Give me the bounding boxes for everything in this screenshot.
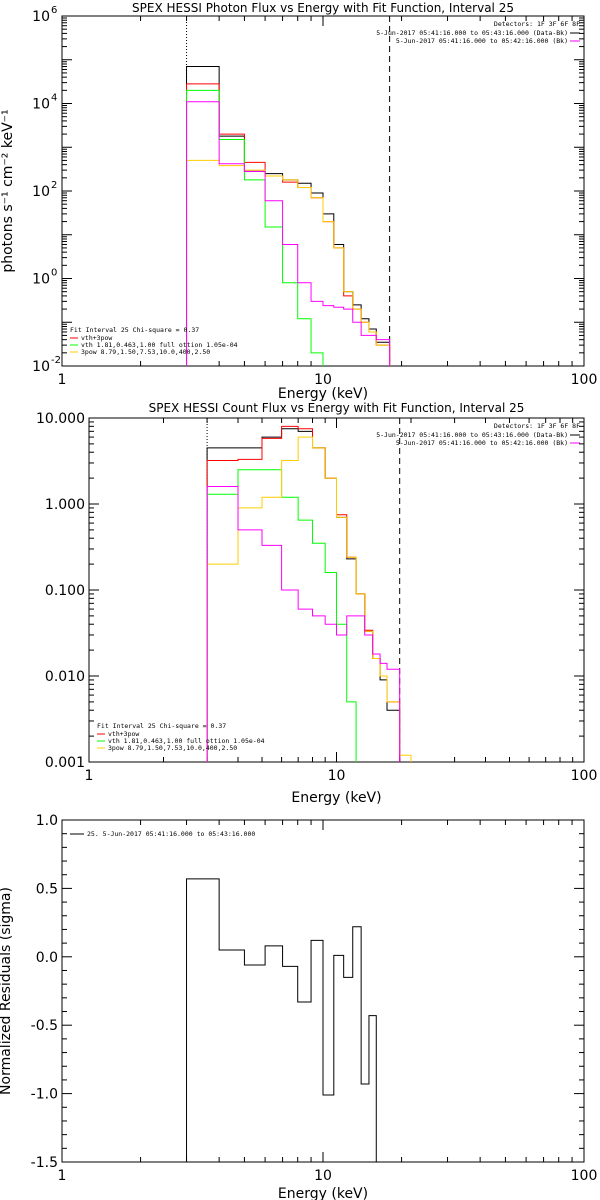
chart-title: SPEX HESSI Photon Flux vs Energy with Fi…	[132, 1, 514, 15]
x-tick-label: 10	[314, 372, 332, 388]
y-tick-exponent: 4	[51, 93, 57, 104]
y-tick-label: 0.010	[45, 669, 85, 685]
x-tick-label: 100	[571, 768, 598, 784]
x-axis-label: Energy (keV)	[278, 1186, 368, 1200]
legend-entry: 25. 5-Jun-2017 05:41:16.000 to 05:43:16.…	[87, 830, 255, 838]
y-tick-exponent: 2	[51, 180, 57, 191]
chart-title: SPEX HESSI Count Flux vs Energy with Fit…	[149, 401, 525, 415]
x-axis-label: Energy (keV)	[291, 790, 381, 806]
legend-entry: 3pow 8.79,1.50,7.53,10.0,400,2.50	[81, 348, 210, 356]
x-tick-label: 100	[571, 372, 598, 388]
y-tick-exponent: 6	[51, 5, 57, 16]
y-tick-label: -1.5	[31, 1155, 58, 1171]
y-tick-label: 10	[32, 184, 50, 200]
legend-entry: 3pow 8.79,1.50,7.53,10.0,400,2.50	[108, 744, 237, 752]
x-tick-label: 1	[85, 768, 94, 784]
y-tick-label: 10.000	[36, 411, 85, 427]
y-tick-label: 0.5	[36, 881, 58, 897]
fit-legend-header: Fit Interval 25 Chi-square = 0.37	[70, 326, 199, 334]
series-bk-line	[206, 485, 401, 762]
y-tick-label: 10	[32, 97, 50, 113]
residuals-panel: Energy (keV) Normalized Residuals (sigma)…	[0, 813, 597, 1200]
legend-entry: vth 1.81,0.463,1.00 full ottion 1.05e-04	[108, 737, 265, 745]
y-axis-label: Normalized Residuals (sigma)	[0, 887, 14, 1095]
y-tick-label: 0.100	[45, 583, 85, 599]
x-tick-label: 100	[571, 1168, 598, 1184]
legend-entry: 5-Jun-2017 05:41:16.000 to 05:43:16.000 …	[376, 431, 568, 439]
y-axis-label: photons s⁻¹ cm⁻² keV⁻¹	[0, 109, 16, 272]
detectors-label: Detectors: 1F 3F 6F 8F	[494, 20, 580, 28]
legend-entry: 5-Jun-2017 05:41:16.000 to 05:42:16.000 …	[396, 439, 568, 447]
legend-entry: vth+3pow	[108, 730, 139, 738]
y-tick-label: 0.0	[36, 950, 58, 966]
y-tick-exponent: 0	[51, 268, 57, 279]
x-tick-label: 1	[58, 1168, 67, 1184]
y-tick-label: -0.5	[31, 1018, 58, 1034]
y-tick-label: 10	[32, 359, 50, 375]
series-bk-line	[186, 101, 391, 366]
y-tick-label: -1.0	[31, 1087, 58, 1103]
x-axis-label: Energy (keV)	[278, 386, 368, 402]
y-tick-label: 10	[32, 9, 50, 25]
series-3pow-line	[186, 159, 391, 366]
y-tick-label: 1.0	[36, 813, 58, 829]
x-tick-label: 1	[58, 372, 67, 388]
series-vth-line	[186, 89, 324, 366]
series-3pow-line	[206, 436, 412, 762]
detectors-label: Detectors: 1F 3F 6F 8F	[494, 422, 580, 430]
y-tick-exponent: -2	[51, 355, 61, 366]
y-tick-label: 10	[32, 272, 50, 288]
legend-entry: 5-Jun-2017 05:41:16.000 to 05:43:16.000 …	[376, 29, 568, 37]
legend-entry: 5-Jun-2017 05:41:16.000 to 05:42:16.000 …	[396, 37, 568, 45]
x-tick-label: 10	[314, 1168, 332, 1184]
count-flux-panel: SPEX HESSI Count Flux vs Energy with Fit…	[36, 401, 598, 806]
legend-entry: vth 1.81,0.463,1.00 full ottion 1.05e-04	[81, 341, 238, 349]
legend-entry: vth+3pow	[81, 334, 112, 342]
series-25-5-jun-2017-05-41-16-000-to-05-43-16-000-line	[186, 878, 377, 1162]
fit-legend-header: Fit Interval 25 Chi-square = 0.37	[97, 722, 226, 730]
plot-frame	[61, 15, 585, 367]
photon-flux-panel: SPEX HESSI Photon Flux vs Energy with Fi…	[0, 1, 598, 402]
x-tick-label: 10	[328, 768, 346, 784]
y-tick-label: 1.000	[45, 497, 85, 513]
y-tick-label: 0.001	[45, 755, 85, 771]
